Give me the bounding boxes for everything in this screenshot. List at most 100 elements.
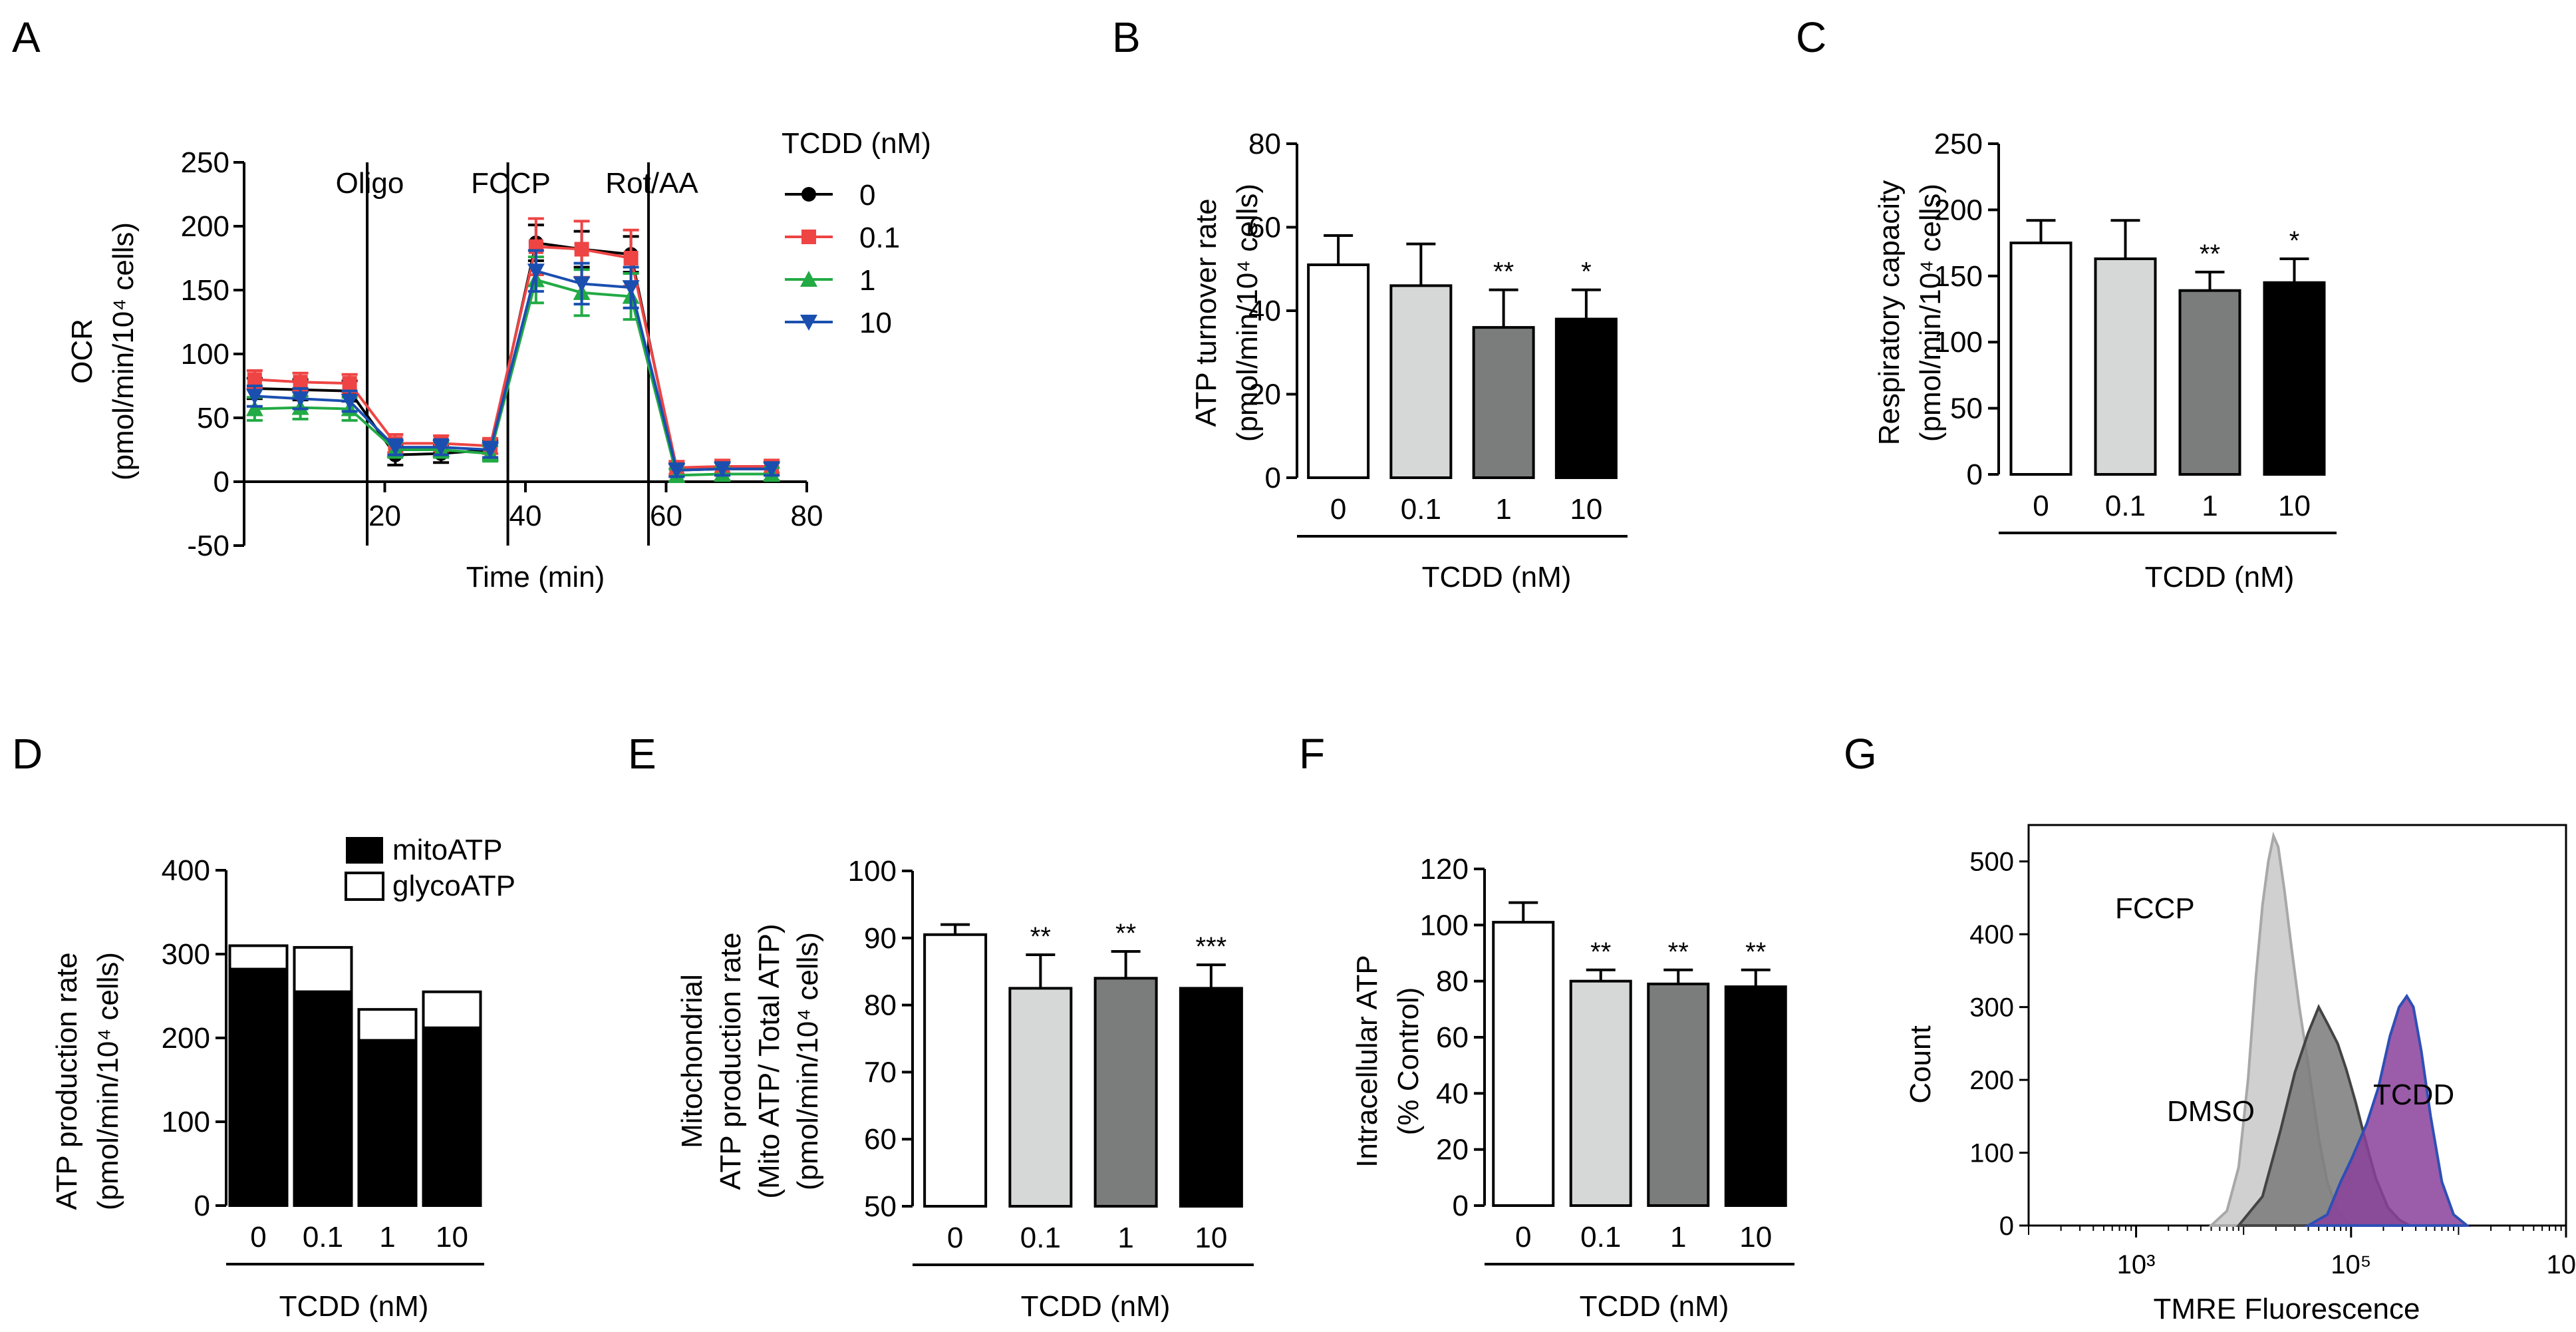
- y-tick-label: -50: [187, 530, 229, 562]
- data-point: [763, 461, 781, 478]
- y-tick-label: 40: [1436, 1077, 1469, 1110]
- y-tick-label: 100: [1934, 326, 1983, 359]
- data-point: [623, 251, 639, 265]
- y-tick-label: 100: [162, 1106, 210, 1138]
- x-tick-label: 0.1: [1580, 1221, 1621, 1253]
- panel-d-ylabel-1: ATP production rate: [51, 952, 83, 1210]
- data-point: [291, 391, 309, 408]
- data-point: [245, 400, 263, 416]
- y-tick-label: 0: [194, 1190, 210, 1222]
- panel-a-ylabel-2: (pmol/min/10⁴ cells): [107, 222, 140, 480]
- panel-e-xlabel: TCDD (nM): [1021, 1290, 1171, 1323]
- data-point: [573, 276, 591, 293]
- y-tick-label: 300: [162, 938, 210, 971]
- x-tick-label: 0.1: [303, 1221, 343, 1253]
- y-tick-label: 20: [1248, 379, 1281, 411]
- bar-glycoatp: [228, 944, 289, 971]
- data-point: [482, 442, 500, 458]
- bar: [923, 933, 988, 1208]
- x-tick-label: 10: [2278, 490, 2311, 522]
- panel-d-xlabel: TCDD (nM): [279, 1290, 429, 1323]
- data-point: [341, 394, 358, 411]
- bar-glycoatp: [293, 945, 353, 993]
- x-tick-label: 1: [2202, 490, 2218, 522]
- y-tick-label: 0: [1265, 462, 1281, 494]
- significance-label: ***: [1196, 932, 1227, 961]
- bar-mitoatp: [228, 967, 289, 1208]
- significance-label: **: [1590, 937, 1611, 967]
- legend-swatch-mitoatp: [346, 837, 383, 864]
- legend-swatch-glycoatp: [345, 872, 384, 901]
- panel-e-chart: 50 60 70 80 90 100 0 ** 0.1 ** 1 *** 10: [848, 855, 1254, 1266]
- x-tick-label: 20: [368, 500, 401, 532]
- panel-f-ylabel-2: (% Control): [1392, 987, 1425, 1136]
- panel-a-injection-fccp: FCCP: [471, 167, 551, 200]
- legend-marker: [800, 271, 817, 287]
- y-tick-label: 200: [1934, 194, 1983, 226]
- bar: [2263, 281, 2326, 476]
- y-tick-label: 50: [864, 1190, 897, 1223]
- x-tick-label: 10: [1195, 1222, 1227, 1254]
- data-point: [432, 440, 450, 456]
- panel-c-ylabel-2: (pmol/min/10⁴ cells): [1914, 184, 1947, 442]
- legend-label: 0.1: [859, 222, 900, 254]
- legend-label-glycoatp: glycoATP: [392, 870, 515, 902]
- legend-marker: [801, 187, 816, 202]
- panel-f-ylabel-1: Intracellular ATP: [1351, 955, 1383, 1168]
- bar: [2094, 257, 2157, 476]
- significance-label: *: [1581, 257, 1592, 287]
- histogram-label-tcdd: TCDD: [2373, 1079, 2454, 1111]
- bar: [2009, 242, 2073, 476]
- y-tick-label: 500: [1969, 848, 2014, 877]
- panel-c-ylabel-1: Respiratory capacity: [1873, 180, 1906, 446]
- data-point: [247, 372, 262, 387]
- bar-glycoatp: [422, 990, 482, 1029]
- data-point: [293, 375, 308, 390]
- x-tick-label: 10: [1739, 1221, 1772, 1253]
- y-tick-label: 400: [1969, 920, 2014, 949]
- panel-a-chart: -50 0 50 100 150 200 250 20 40 60 80 0 0.1 1 10: [181, 146, 901, 562]
- bar: [1008, 987, 1073, 1208]
- y-tick-label: 0: [214, 466, 229, 498]
- y-tick-label: 120: [1420, 853, 1469, 886]
- data-point: [622, 280, 640, 297]
- significance-label: *: [2289, 226, 2300, 255]
- x-tick-label: 1: [1670, 1221, 1686, 1253]
- y-tick-label: 200: [1969, 1066, 2014, 1095]
- significance-label: **: [1668, 937, 1689, 967]
- panel-f-xlabel: TCDD (nM): [1580, 1290, 1729, 1323]
- y-tick-label: 250: [181, 146, 229, 179]
- x-tick-label: 10: [1570, 493, 1602, 526]
- panel-letter-f: F: [1299, 730, 1325, 778]
- significance-label: **: [1493, 257, 1514, 287]
- legend-label: 10: [859, 307, 892, 339]
- significance-label: **: [1745, 937, 1766, 967]
- y-tick-label: 0: [1999, 1212, 2014, 1241]
- y-tick-label: 100: [848, 855, 897, 888]
- series-3: [245, 249, 781, 479]
- data-point: [386, 440, 404, 456]
- bar: [1554, 317, 1618, 479]
- x-tick-label: 0.1: [1401, 493, 1441, 526]
- panel-a-legend-title: TCDD (nM): [782, 127, 931, 160]
- panel-c-xlabel: TCDD (nM): [2145, 561, 2295, 593]
- bar: [1307, 263, 1370, 479]
- x-tick-label: 10⁵: [2331, 1250, 2371, 1279]
- significance-label: **: [1115, 919, 1136, 948]
- bar: [1093, 977, 1158, 1208]
- y-tick-label: 0: [1453, 1190, 1469, 1222]
- data-point: [574, 242, 589, 257]
- y-tick-label: 400: [162, 854, 210, 887]
- y-tick-label: 60: [864, 1123, 897, 1156]
- bar: [1179, 987, 1243, 1208]
- panel-e-ylabel-2: ATP production rate: [714, 932, 747, 1190]
- y-tick-label: 150: [181, 274, 229, 307]
- data-point: [668, 462, 686, 479]
- y-tick-label: 100: [1969, 1139, 2014, 1168]
- series-2: [245, 255, 781, 483]
- panel-a-ylabel-1: OCR: [66, 319, 98, 384]
- bar: [1724, 985, 1787, 1207]
- series-line: [254, 245, 772, 469]
- x-tick-label: 10: [436, 1221, 468, 1253]
- legend-marker: [800, 315, 817, 331]
